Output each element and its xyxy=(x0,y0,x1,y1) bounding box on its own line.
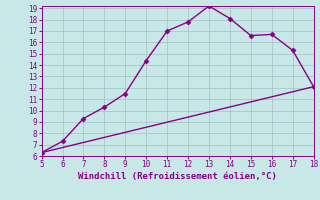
X-axis label: Windchill (Refroidissement éolien,°C): Windchill (Refroidissement éolien,°C) xyxy=(78,172,277,181)
